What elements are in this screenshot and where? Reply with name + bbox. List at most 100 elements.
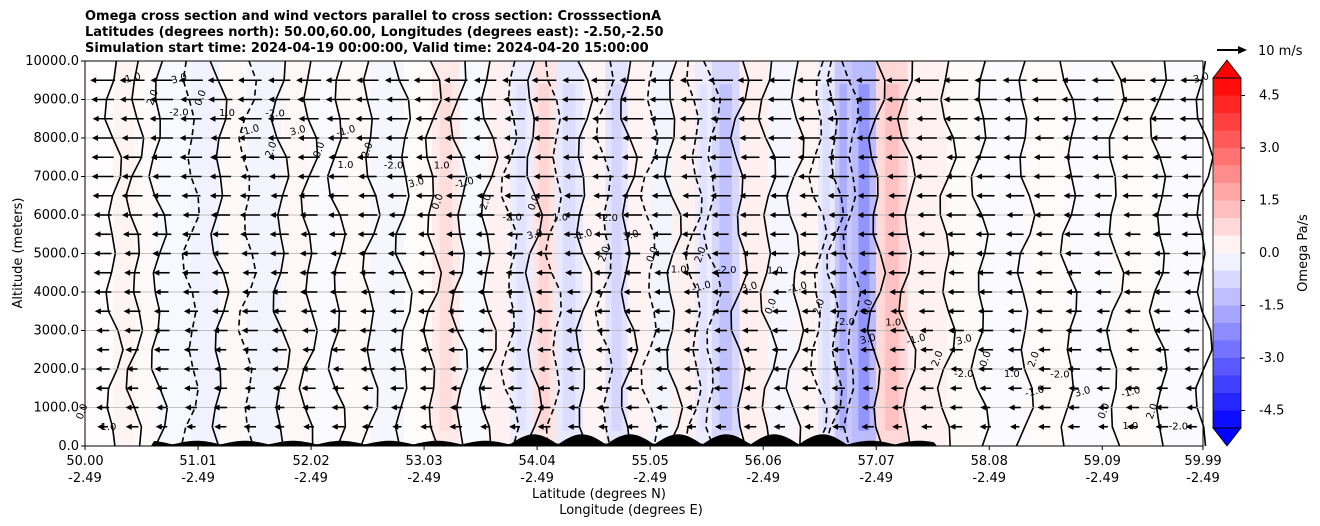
- wind-vector: [651, 192, 672, 199]
- wind-vector-head: [303, 423, 310, 430]
- wind-vector: [652, 173, 672, 180]
- wind-vector: [503, 173, 526, 180]
- wind-vector-head: [857, 154, 864, 161]
- wind-vector-head: [325, 77, 332, 84]
- wind-vector: [186, 423, 196, 430]
- wind-vector-head: [1151, 173, 1158, 180]
- wind-vector: [767, 96, 791, 103]
- wind-vector: [443, 77, 468, 84]
- wind-vector-head: [624, 250, 631, 257]
- wind-vector-head: [945, 192, 952, 199]
- wind-vector-head: [241, 308, 248, 315]
- wind-vector-head: [741, 289, 748, 295]
- wind-vector: [475, 212, 495, 218]
- wind-vector: [1003, 135, 1026, 141]
- wind-vector: [976, 192, 995, 199]
- wind-vector-head: [626, 423, 633, 430]
- wind-vector: [153, 327, 170, 334]
- colorbar-tick-label: -4.5: [1259, 404, 1284, 419]
- wind-vector: [183, 366, 199, 372]
- wind-vector-head: [210, 135, 217, 141]
- wind-vector: [237, 115, 262, 122]
- wind-vector-head: [356, 154, 363, 161]
- wind-vector-head: [180, 115, 187, 122]
- wind-vector-head: [1005, 269, 1012, 276]
- wind-vector: [619, 77, 645, 84]
- wind-vector: [448, 289, 464, 295]
- wind-vector-head: [153, 346, 160, 353]
- wind-vector-head: [973, 135, 980, 141]
- y-tick-label: 2000.0: [34, 362, 80, 377]
- wind-vector: [1093, 250, 1113, 257]
- wind-vector: [683, 366, 699, 372]
- wind-vector: [153, 346, 170, 353]
- wind-vector-head: [1004, 115, 1011, 122]
- wind-vector: [361, 385, 374, 392]
- x-tick-label-lon: -2.49: [859, 471, 893, 486]
- wind-vector-head: [681, 250, 688, 257]
- wind-vector: [861, 404, 874, 411]
- wind-vector-head: [827, 192, 834, 199]
- wind-vector-head: [182, 289, 189, 295]
- wind-vector: [773, 423, 786, 430]
- wind-vector: [1155, 404, 1169, 411]
- wind-vector: [889, 346, 905, 353]
- wind-vector: [827, 154, 849, 161]
- wind-vector: [124, 269, 140, 276]
- wind-vector: [1185, 423, 1197, 430]
- wind-vector: [827, 192, 849, 199]
- wind-vector-head: [537, 346, 544, 353]
- x-tick-label-lat: 58.08: [971, 454, 1008, 469]
- wind-vector-head: [507, 385, 514, 392]
- wind-vector-head: [709, 135, 716, 141]
- wind-vector-head: [271, 366, 278, 372]
- wind-vector: [771, 269, 788, 276]
- wind-vector-head: [1063, 192, 1070, 199]
- contour-label: 2.0: [1145, 402, 1161, 421]
- wind-vector: [679, 115, 703, 122]
- wind-vector: [855, 96, 880, 103]
- wind-vector-head: [861, 404, 868, 411]
- terrain: [85, 434, 1203, 446]
- wind-vector-head: [885, 135, 892, 141]
- wind-vector-head: [1006, 212, 1013, 218]
- wind-vector: [1123, 269, 1142, 276]
- wind-vector-head: [183, 366, 190, 372]
- wind-vector: [92, 135, 114, 141]
- wind-vector-head: [94, 231, 101, 238]
- wind-vector: [299, 269, 318, 276]
- wind-vector-head: [533, 192, 540, 199]
- wind-vector-head: [1155, 404, 1162, 411]
- wind-vector: [1066, 346, 1082, 353]
- wind-vector-head: [473, 77, 480, 84]
- wind-vector-head: [449, 423, 456, 430]
- wind-vector: [1150, 115, 1174, 122]
- wind-vector-head: [1123, 250, 1130, 257]
- wind-vector-head: [561, 96, 568, 103]
- wind-vector-head: [214, 366, 221, 372]
- wind-vector: [478, 385, 492, 392]
- wind-vector-head: [479, 404, 486, 411]
- wind-vector-head: [242, 289, 249, 295]
- wind-vector-head: [274, 423, 281, 430]
- wind-vector: [474, 154, 497, 161]
- wind-vector-head: [91, 154, 98, 161]
- wind-vector-head: [1183, 327, 1190, 334]
- colorbar-extend-min: [1212, 427, 1242, 447]
- wind-vector-head: [830, 250, 837, 257]
- wind-vector-head: [1061, 77, 1068, 84]
- wind-vector: [591, 135, 615, 141]
- wind-vector: [855, 77, 880, 84]
- wind-vector: [1156, 366, 1168, 372]
- wind-vector: [593, 192, 613, 199]
- wind-vector-head: [536, 269, 543, 276]
- wind-vector-head: [94, 308, 101, 315]
- wind-vector: [889, 366, 905, 372]
- wind-vector: [325, 77, 351, 84]
- wind-vector: [1009, 423, 1020, 430]
- x-tick-label-lon: -2.49: [746, 471, 780, 486]
- wind-vector: [801, 366, 817, 372]
- wind-vector: [621, 154, 643, 161]
- wind-vector: [213, 385, 228, 392]
- wind-vector-head: [653, 327, 660, 334]
